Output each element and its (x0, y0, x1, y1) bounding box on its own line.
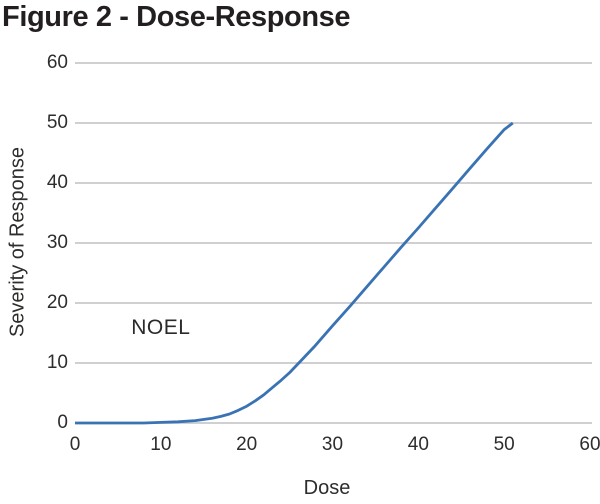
y-tick-label: 0 (57, 412, 68, 433)
x-tick-label: 0 (69, 434, 81, 455)
x-tick-label: 60 (579, 434, 600, 455)
x-axis-title: Dose (303, 477, 351, 499)
x-tick-label: 30 (321, 434, 344, 455)
y-tick-label: 30 (46, 232, 68, 253)
y-tick-label: 10 (46, 352, 68, 373)
y-tick-label: 60 (46, 52, 68, 73)
y-tick-label: 40 (46, 172, 68, 193)
y-tick-label: 20 (46, 292, 68, 313)
chart-title: Figure 2 - Dose-Response (2, 1, 351, 33)
x-tick-label: 20 (236, 434, 258, 455)
x-tick-label: 50 (493, 434, 515, 455)
y-tick-label: 50 (46, 112, 68, 133)
x-tick-label: 10 (150, 434, 172, 455)
x-tick-label: 40 (407, 434, 429, 455)
y-axis-title: Severity of Response (6, 146, 29, 338)
dose-response-line (75, 121, 514, 425)
noel-annotation: NOEL (131, 316, 191, 340)
